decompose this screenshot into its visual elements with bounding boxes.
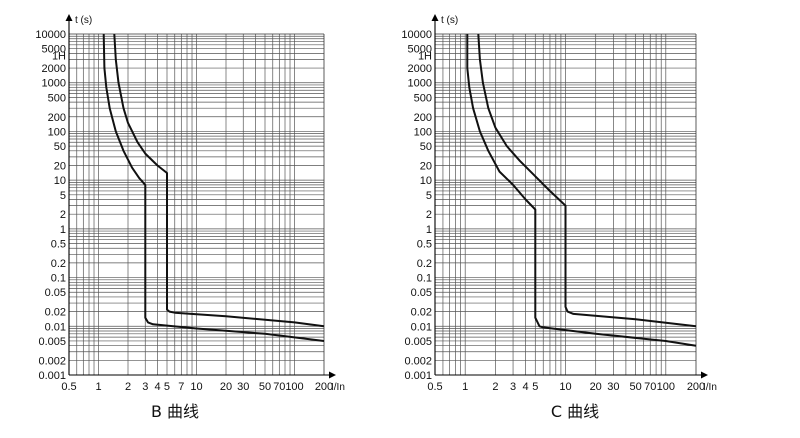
x-tick-label: 100 — [657, 381, 675, 393]
y-tick-label: 100 — [48, 126, 66, 138]
y-tick-label: 0.01 — [411, 321, 432, 333]
y-tick-label: 10 — [420, 175, 432, 187]
y-tick-label: 200 — [414, 112, 432, 124]
x-tick-label: 5 — [164, 381, 170, 393]
x-tick-label: 10 — [190, 381, 202, 393]
y-tick-label: 0.005 — [404, 336, 432, 348]
y-tick-label: 500 — [414, 92, 432, 104]
y-tick-label: 1 — [60, 224, 66, 236]
y-tick-label: 1 — [426, 224, 432, 236]
y-axis-arrow — [65, 14, 73, 21]
y-tick-label: 200 — [48, 112, 66, 124]
x-tick-label: 20 — [220, 381, 232, 393]
y-tick-label: 0.001 — [38, 370, 66, 382]
x-tick-label: 4 — [154, 381, 160, 393]
x-tick-label: 2 — [492, 381, 498, 393]
x-tick-label: 4 — [523, 381, 529, 393]
y-tick-label: 0.5 — [51, 239, 66, 251]
chart-caption: C 曲线 — [551, 402, 599, 421]
x-tick-label: 50 — [259, 381, 271, 393]
y-tick-label: 0.5 — [417, 239, 432, 251]
y-tick-label: 50 — [420, 141, 432, 153]
y-tick-label: 2000 — [408, 63, 432, 75]
y-tick-label: 2000 — [42, 63, 66, 75]
x-tick-label: 3 — [510, 381, 516, 393]
y-tick-label: 0.02 — [45, 307, 66, 319]
x-axis-label: I/In — [331, 382, 345, 393]
y-tick-label: 50 — [54, 141, 66, 153]
x-tick-label: 70 — [644, 381, 656, 393]
y-tick-label: 20 — [54, 160, 66, 172]
x-tick-label: 30 — [607, 381, 619, 393]
y-tick-label: 0.1 — [51, 273, 66, 285]
y-tick-label: 0.05 — [45, 287, 66, 299]
trip-curve-line-1 — [466, 34, 697, 347]
chart-caption: B 曲线 — [151, 402, 199, 421]
trip-curve-line-1 — [102, 33, 325, 342]
y-tick-label: 10 — [54, 175, 66, 187]
y-axis-label: t (s) — [441, 15, 458, 26]
x-tick-label: 7 — [178, 381, 184, 393]
x-tick-label: 50 — [629, 381, 641, 393]
y-tick-label: 0.002 — [404, 355, 432, 367]
x-tick-label: 3 — [142, 381, 148, 393]
y-tick-label: 100 — [414, 126, 432, 138]
x-tick-label: 200 — [315, 381, 333, 393]
y-tick-label: 0.001 — [404, 370, 432, 382]
y-tick-label: 500 — [48, 92, 66, 104]
trip-curve-line-2 — [113, 33, 325, 328]
x-tick-label: 1 — [462, 381, 468, 393]
y-tick-label: 0.002 — [38, 355, 66, 367]
y-tick-label: 10000 — [401, 29, 432, 41]
x-axis-arrow — [329, 371, 336, 379]
x-tick-label: 5 — [532, 381, 538, 393]
y-tick-label: 0.1 — [417, 273, 432, 285]
x-tick-label: 30 — [237, 381, 249, 393]
y-tick-label: 5000 — [42, 44, 66, 56]
x-axis-arrow — [701, 371, 708, 379]
x-tick-label: 0.5 — [61, 381, 76, 393]
x-axis-label: I/In — [703, 382, 717, 393]
x-tick-label: 1 — [95, 381, 101, 393]
y-tick-label: 1000 — [408, 78, 432, 90]
x-tick-label: 20 — [590, 381, 602, 393]
x-tick-label: 2 — [125, 381, 131, 393]
y-tick-label: 5 — [426, 190, 432, 202]
y-tick-label: 0.005 — [38, 336, 66, 348]
y-tick-label: 0.2 — [417, 258, 432, 270]
y-tick-label: 0.05 — [411, 287, 432, 299]
x-tick-label: 200 — [687, 381, 705, 393]
y-tick-label: 5 — [60, 190, 66, 202]
y-axis-arrow — [431, 14, 439, 21]
y-tick-label: 20 — [420, 160, 432, 172]
y-tick-label: 2 — [60, 209, 66, 221]
y-axis-label: t (s) — [75, 15, 92, 26]
trip-curve-line-2 — [477, 33, 697, 328]
y-tick-label: 2 — [426, 209, 432, 221]
y-tick-label: 0.2 — [51, 258, 66, 270]
x-tick-label: 70 — [273, 381, 285, 393]
y-tick-label: 5000 — [408, 44, 432, 56]
y-tick-label: 1H — [418, 51, 432, 63]
y-tick-label: 1000 — [42, 78, 66, 90]
x-tick-label: 100 — [285, 381, 303, 393]
y-tick-label: 0.01 — [45, 321, 66, 333]
y-tick-label: 0.02 — [411, 307, 432, 319]
y-tick-label: 10000 — [35, 29, 66, 41]
x-tick-label: 10 — [559, 381, 571, 393]
y-tick-label: 1H — [52, 51, 66, 63]
x-tick-label: 0.5 — [427, 381, 442, 393]
